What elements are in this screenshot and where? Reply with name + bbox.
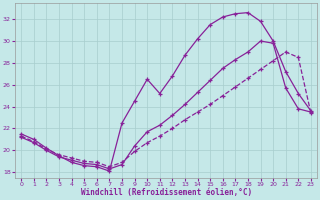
X-axis label: Windchill (Refroidissement éolien,°C): Windchill (Refroidissement éolien,°C) [81, 188, 252, 197]
